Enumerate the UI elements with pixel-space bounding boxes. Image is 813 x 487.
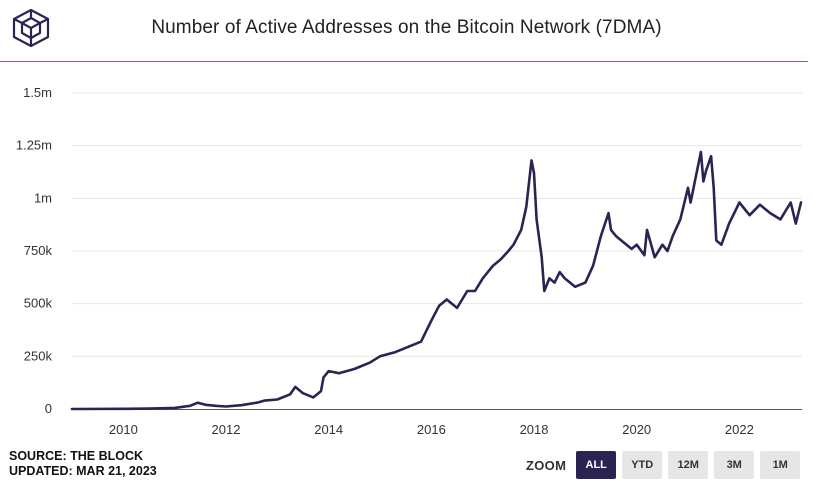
zoom-ytd-button[interactable]: YTD [622,451,663,479]
x-tick-label: 2020 [622,422,651,437]
x-tick-label: 2014 [314,422,343,437]
zoom-1m-button[interactable]: 1M [760,451,801,479]
source-label: SOURCE: THE BLOCK [9,449,144,463]
the-block-logo-icon [12,8,50,48]
chart-header: Number of Active Addresses on the Bitcoi… [0,0,813,62]
zoom-controls: ZOOM ALL YTD 12M 3M 1M [526,450,806,480]
zoom-12m-button[interactable]: 12M [668,451,709,479]
axis-layer: 0 250k 500k 750k 1m 1.25m 1.5m 2010 2012 2014 2016… [16,85,802,437]
chart-title: Number of Active Addresses on the Bitcoi… [151,17,662,38]
x-tick-label: 2022 [725,422,754,437]
header-divider [0,61,808,62]
x-tick-label: 2010 [109,422,138,437]
updated-label: UPDATED: MAR 21, 2023 [9,464,157,478]
y-tick-label: 250k [24,348,53,363]
y-tick-label: 0 [45,401,52,416]
series-layer [70,150,803,411]
y-tick-label: 1.25m [16,138,52,153]
y-tick-label: 1m [34,190,52,205]
series-line-0 [70,150,803,411]
x-tick-label: 2012 [212,422,241,437]
x-tick-label: 2018 [520,422,549,437]
source-note: SOURCE: THE BLOCK UPDATED: MAR 21, 2023 [9,449,157,479]
grid-layer [72,92,802,357]
line-chart: 0 250k 500k 750k 1m 1.25m 1.5m 2010 2012 2014 2016… [16,85,803,437]
zoom-3m-button[interactable]: 3M [714,451,755,479]
y-tick-label: 1.5m [23,85,52,100]
y-tick-label: 500k [24,296,53,311]
y-tick-label: 750k [24,243,53,258]
zoom-all-button[interactable]: ALL [576,451,617,479]
x-tick-label: 2016 [417,422,446,437]
zoom-label: ZOOM [526,457,567,473]
